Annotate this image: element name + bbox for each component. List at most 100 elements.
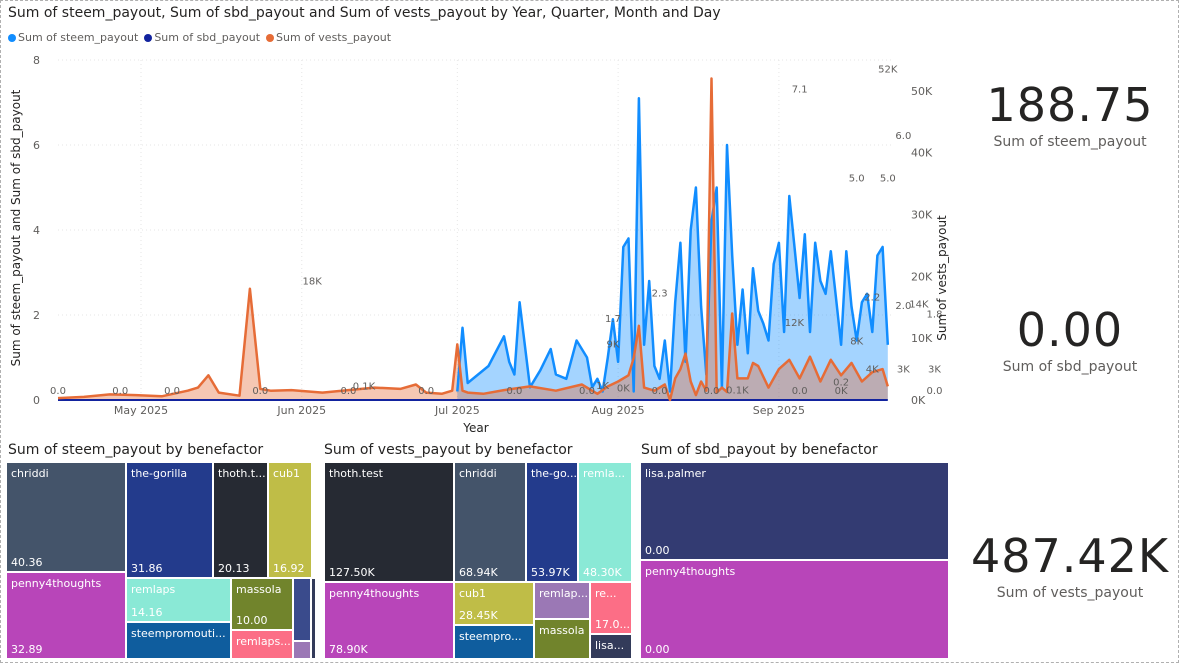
card-vests: 487.42K Sum of vests_payout <box>960 529 1179 601</box>
treemap-tile-value: 48.30K <box>583 566 622 579</box>
data-label: 9K <box>606 340 619 351</box>
treemap-tile-name: the-gorilla <box>131 467 188 480</box>
legend-label-sbd: Sum of sbd_payout <box>154 31 261 44</box>
treemap-vests-tile[interactable]: the-go... 53.97K <box>526 462 578 582</box>
treemap-vests-tile[interactable]: lisa... <box>590 634 632 659</box>
treemap-vests-tile[interactable]: remlap... <box>534 582 590 619</box>
legend-label-vests: Sum of vests_payout <box>276 31 392 44</box>
data-label: 3K <box>928 364 941 375</box>
y-tick-right: 50K <box>911 85 933 98</box>
data-label: 0.0 <box>418 386 434 397</box>
treemap-steem-tile[interactable]: penny4thoughts 32.89 <box>6 572 126 659</box>
legend-item-vests[interactable]: Sum of vests_payout <box>266 31 391 44</box>
treemap-tile-value: 20.13 <box>218 562 250 575</box>
y-axis-label-right: Sum of vests_payout <box>935 215 949 341</box>
data-label: 8K <box>850 337 863 348</box>
treemap-vests[interactable]: thoth.test 127.50K penny4thoughts 78.90K chr… <box>324 462 632 659</box>
treemap-vests-tile[interactable]: cub1 28.45K <box>454 582 534 625</box>
chart-legend[interactable]: Sum of steem_payout Sum of sbd_payout Su… <box>8 31 391 44</box>
treemap-tile-name: chriddi <box>11 467 49 480</box>
data-label: 0.0 <box>704 386 720 397</box>
treemap-steem[interactable]: chriddi 40.36 penny4thoughts 32.89 the-goril… <box>6 462 316 659</box>
data-label: 0.0 <box>506 386 522 397</box>
treemap-tile-name: cub1 <box>459 587 487 600</box>
treemap-tile-value: 40.36 <box>11 556 43 569</box>
treemap-vests-tile[interactable]: thoth.test 127.50K <box>324 462 454 582</box>
legend-marker-vests <box>266 33 275 42</box>
data-label: 14K <box>909 299 929 310</box>
treemap-tile-value: 16.92 <box>273 562 305 575</box>
card-sbd: 0.00 Sum of sbd_payout <box>960 303 1179 375</box>
treemap-steem-tile[interactable]: chriddi 40.36 <box>6 462 126 572</box>
treemap-tile-name: remlap... <box>539 587 589 600</box>
treemap-tile-name: remlaps <box>131 583 176 596</box>
treemap-steem-tile[interactable]: thoth.t... 20.13 <box>213 462 268 578</box>
y-tick-left: 6 <box>33 139 40 152</box>
y-tick-right: 10K <box>911 332 933 345</box>
treemap-steem-tile[interactable] <box>293 578 311 641</box>
treemap-steem-tile[interactable]: cub1 16.92 <box>268 462 312 578</box>
data-label: 1.7 <box>605 314 621 325</box>
data-label: 12K <box>785 318 805 329</box>
treemap-tile-name: re... <box>595 587 617 600</box>
data-label: 0.0 <box>927 386 943 397</box>
treemap-tile-value: 28.45K <box>459 609 498 622</box>
treemap-tile-value: 17.0... <box>595 618 630 631</box>
data-label: 52K <box>878 65 898 76</box>
data-label: 6.0 <box>895 131 911 142</box>
treemap-vests-title: Sum of vests_payout by benefactor <box>324 442 573 458</box>
treemap-tile-name: steempromouti... <box>131 627 226 640</box>
legend-marker-sbd <box>144 33 153 42</box>
treemap-tile-name: chriddi <box>459 467 497 480</box>
treemap-vests-tile[interactable]: penny4thoughts 78.90K <box>324 582 454 659</box>
y-tick-right: 40K <box>911 147 933 160</box>
data-label: 7.1 <box>792 84 808 95</box>
legend-label-steem: Sum of steem_payout <box>18 31 139 44</box>
treemap-steem-tile[interactable] <box>311 578 316 659</box>
legend-item-steem[interactable]: Sum of steem_payout <box>8 31 138 44</box>
y-axis-label-left: Sum of steem_payout and Sum of sbd_payou… <box>9 89 23 366</box>
treemap-tile-name: remlaps... <box>236 635 291 648</box>
treemap-steem-tile[interactable]: massola 10.00 <box>231 578 293 630</box>
x-tick: Jun 2025 <box>276 404 326 417</box>
data-label: 0.0 <box>652 386 668 397</box>
treemap-tile-value: 0.00 <box>645 643 670 656</box>
treemap-sbd-tile[interactable]: lisa.palmer 0.00 <box>640 462 949 560</box>
treemap-steem-tile[interactable]: steempromouti... <box>126 622 231 659</box>
data-label: 2.3 <box>652 288 668 299</box>
treemap-sbd-tile[interactable]: penny4thoughts 0.00 <box>640 560 949 659</box>
treemap-steem-tile[interactable] <box>293 641 311 659</box>
data-label: 0.0 <box>164 386 180 397</box>
x-axis-label: Year <box>462 421 488 435</box>
data-label: 0.0 <box>50 386 66 397</box>
data-label: 0.1K <box>726 385 749 396</box>
treemap-tile-value: 78.90K <box>329 643 368 656</box>
treemap-steem-tile[interactable]: remlaps... <box>231 630 293 659</box>
treemap-tile-name: thoth.test <box>329 467 383 480</box>
treemap-sbd[interactable]: lisa.palmer 0.00 penny4thoughts 0.00 <box>640 462 949 659</box>
card-vests-value: 487.42K <box>970 529 1170 583</box>
treemap-vests-tile[interactable]: steempro... <box>454 625 534 659</box>
treemap-tile-name: cub1 <box>273 467 301 480</box>
treemap-vests-tile[interactable]: massola <box>534 619 590 659</box>
treemap-vests-tile[interactable]: re... 17.0... <box>590 582 632 634</box>
data-label: 3K <box>897 364 910 375</box>
y-tick-left: 4 <box>33 224 40 237</box>
x-tick: Sep 2025 <box>753 404 805 417</box>
x-tick: May 2025 <box>114 404 168 417</box>
data-label: 0.0 <box>252 386 268 397</box>
legend-item-sbd[interactable]: Sum of sbd_payout <box>144 31 260 44</box>
treemap-steem-tile[interactable]: the-gorilla 31.86 <box>126 462 213 578</box>
main-line-chart[interactable]: 0 2 4 6 8 0K 10K 20K 30K 40K 50K May 2025 Jun 2025 Ju… <box>0 48 960 438</box>
data-label: 0.1K <box>353 382 376 393</box>
treemap-tile-name: penny4thoughts <box>329 587 420 600</box>
treemap-vests-tile[interactable]: remla... 48.30K <box>578 462 632 582</box>
treemap-tile-name: lisa... <box>595 639 625 652</box>
card-sbd-label: Sum of sbd_payout <box>1002 359 1138 375</box>
treemap-tile-name: the-go... <box>531 467 578 480</box>
data-label: 0.2 <box>833 378 849 389</box>
series-line-0 <box>456 97 890 393</box>
treemap-steem-title: Sum of steem_payout by benefactor <box>8 442 264 458</box>
treemap-steem-tile[interactable]: remlaps 14.16 <box>126 578 231 622</box>
treemap-vests-tile[interactable]: chriddi 68.94K <box>454 462 526 582</box>
